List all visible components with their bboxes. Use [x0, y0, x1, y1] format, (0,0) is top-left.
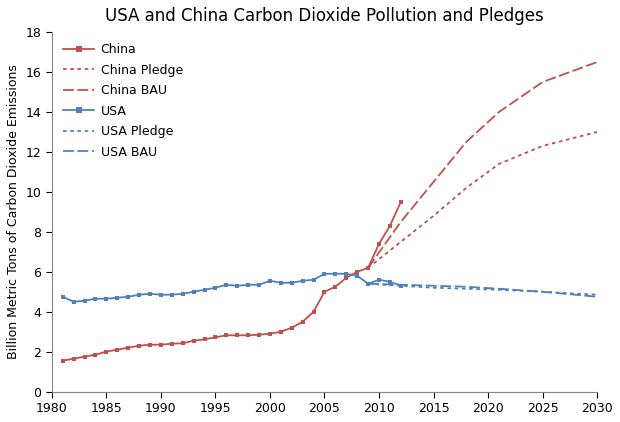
Legend: China, China Pledge, China BAU, USA, USA Pledge, USA BAU: China, China Pledge, China BAU, USA, USA…: [58, 38, 188, 164]
Y-axis label: Billion Metric Tons of Carbon Dioxide Emissions: Billion Metric Tons of Carbon Dioxide Em…: [7, 65, 20, 359]
Title: USA and China Carbon Dioxide Pollution and Pledges: USA and China Carbon Dioxide Pollution a…: [105, 7, 544, 25]
